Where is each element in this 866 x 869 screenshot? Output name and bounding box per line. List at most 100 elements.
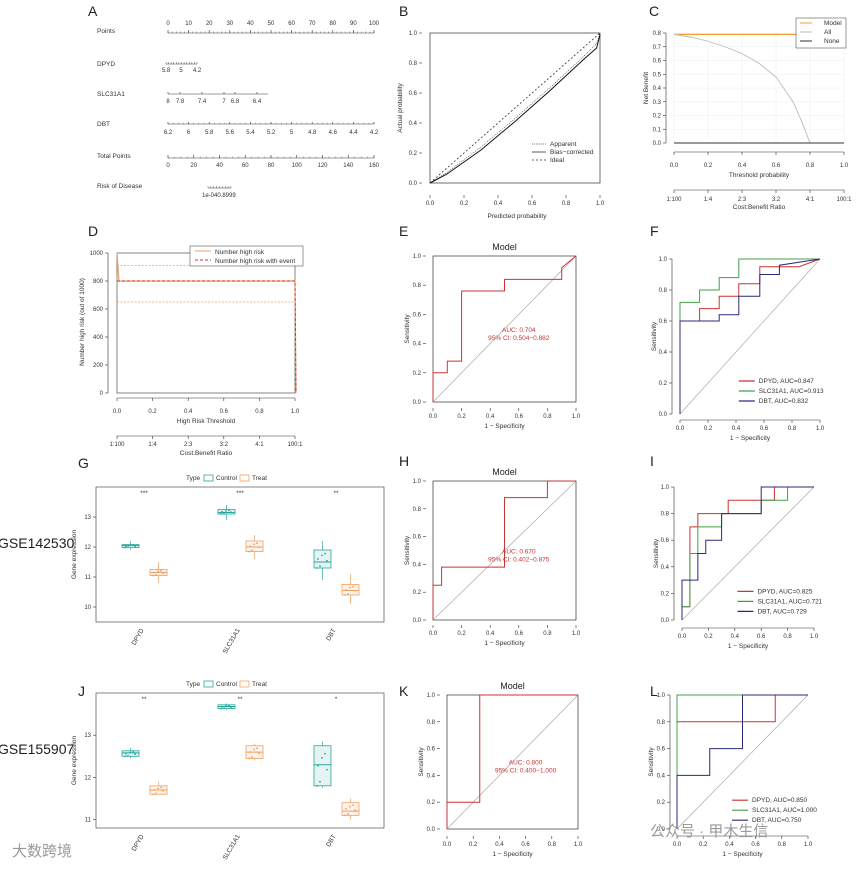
y-tick-label: 0.8 — [413, 283, 422, 289]
data-point — [354, 809, 356, 812]
x-tick-label: 0.2 — [704, 634, 713, 640]
y-tick-label: 0.2 — [653, 114, 662, 120]
panel-letter-j: J — [78, 683, 85, 699]
x-tick-label: 0.4 — [486, 631, 495, 637]
x-tick-label: 0.0 — [426, 201, 435, 207]
nomogram-row-label: DBT — [97, 121, 110, 128]
x-tick-label: 1.0 — [596, 201, 605, 207]
gene-label: DPYD — [131, 833, 146, 852]
diagonal-reference-line — [681, 486, 815, 621]
legend-label: DBT, AUC=0.729 — [757, 608, 807, 615]
x-tick-label: 0.0 — [429, 414, 438, 420]
y-tick-label: 0.6 — [659, 319, 668, 325]
panel-letter-c: C — [649, 3, 659, 19]
data-point — [258, 546, 260, 549]
y-tick-label: 1000 — [90, 251, 104, 257]
plot-title: Model — [492, 242, 517, 252]
total-tick-label: 140 — [343, 163, 354, 169]
data-point — [223, 512, 225, 515]
legend-label: All — [824, 29, 832, 36]
x-tick-label: 0.4 — [725, 842, 734, 848]
points-tick-label: 40 — [247, 21, 254, 27]
gene-label: SLC31A1 — [222, 833, 242, 861]
points-tick-label: 60 — [288, 21, 295, 27]
data-point — [129, 544, 131, 547]
points-tick-label: 20 — [206, 21, 213, 27]
x-tick-label: 0.6 — [521, 842, 530, 848]
y-axis-label: Sensitivity — [651, 321, 658, 351]
auc-label: AUC: 0.704 — [502, 327, 536, 334]
plot-frame — [432, 255, 577, 403]
x-axis-label: 1 − Specificity — [722, 851, 763, 858]
data-point — [132, 544, 134, 547]
legend-swatch-control — [203, 474, 214, 482]
y-tick-label: 0.2 — [413, 590, 422, 596]
box-control — [313, 549, 332, 569]
data-point — [221, 510, 223, 513]
watermark-left: 大数跨境 — [12, 842, 72, 860]
total-tick-label: 60 — [242, 163, 249, 169]
dbt-tick-label: 4.4 — [349, 130, 358, 136]
plot-frame — [95, 692, 385, 829]
legend-title: Type — [186, 681, 200, 688]
points-tick-label: 30 — [226, 21, 233, 27]
y-tick-label: 0.6 — [427, 747, 436, 753]
x-tick-label: 0.4 — [731, 634, 740, 640]
data-point — [134, 753, 136, 755]
y-tick-label: 400 — [93, 335, 104, 341]
slc31a1-tick-label: 6.4 — [253, 99, 262, 105]
legend-swatch-treat — [239, 680, 250, 688]
x-tick-label: 0.6 — [515, 631, 524, 637]
plot-title: Model — [500, 681, 525, 691]
series-line-all — [673, 33, 811, 144]
y-axis-label: Gene expression — [71, 530, 78, 580]
y-tick-label: 0.6 — [661, 538, 670, 544]
y-axis-label: Actual probability — [397, 83, 404, 133]
nomogram-row-label: Total Points — [97, 153, 131, 160]
x-tick-label: 0.2 — [460, 201, 469, 207]
diagonal-reference-line — [432, 255, 577, 403]
points-tick-label: 90 — [350, 21, 357, 27]
y-tick-label: 0.4 — [409, 121, 418, 127]
watermark-right: 公众号 · 甲木生信 — [650, 823, 768, 840]
ratio-tick-label: 4:1 — [255, 442, 264, 448]
data-point — [319, 565, 321, 568]
x-axis-label: High Risk Threshold — [177, 418, 236, 425]
x-tick-label: 0.4 — [184, 409, 193, 415]
panel-letter-i: I — [650, 453, 654, 469]
panel-letter-g: G — [78, 455, 89, 471]
x-tick-label: 0.8 — [806, 163, 815, 169]
dbt-tick-label: 4.8 — [308, 130, 317, 136]
data-point — [221, 705, 223, 708]
box-treat — [245, 540, 264, 552]
dbt-tick-label: 4.6 — [329, 130, 338, 136]
points-tick-label: 0 — [166, 21, 170, 27]
points-tick-label: 50 — [268, 21, 275, 27]
x-axis-label: Predicted probability — [488, 213, 548, 220]
data-point — [317, 764, 319, 767]
total-tick-label: 100 — [292, 163, 303, 169]
box-control — [121, 750, 140, 757]
y-tick-label: 1.0 — [413, 479, 422, 485]
data-point — [162, 789, 164, 792]
plot-frame — [95, 486, 385, 623]
y-tick-label: 0.8 — [661, 512, 670, 518]
roc-curve — [446, 694, 578, 829]
data-point — [251, 756, 253, 759]
y-axis-label: Sensitivity — [404, 314, 411, 344]
y-tick-label: 12 — [84, 545, 91, 551]
y-tick-label: 0.0 — [659, 412, 668, 418]
data-point — [155, 574, 157, 576]
data-point — [162, 572, 164, 574]
data-point — [324, 552, 326, 555]
data-point — [316, 784, 318, 787]
legend-label: DPYD, AUC=0.847 — [759, 378, 814, 385]
y-axis-label: Sensitivity — [418, 747, 425, 777]
plot-title: Model — [492, 467, 517, 477]
slc31a1-tick-label: 7.4 — [198, 99, 207, 105]
data-point — [228, 704, 230, 707]
x-tick-label: 0.6 — [220, 409, 229, 415]
y-tick-label: 0.4 — [653, 86, 662, 92]
data-point — [220, 513, 222, 515]
data-point — [127, 754, 129, 757]
